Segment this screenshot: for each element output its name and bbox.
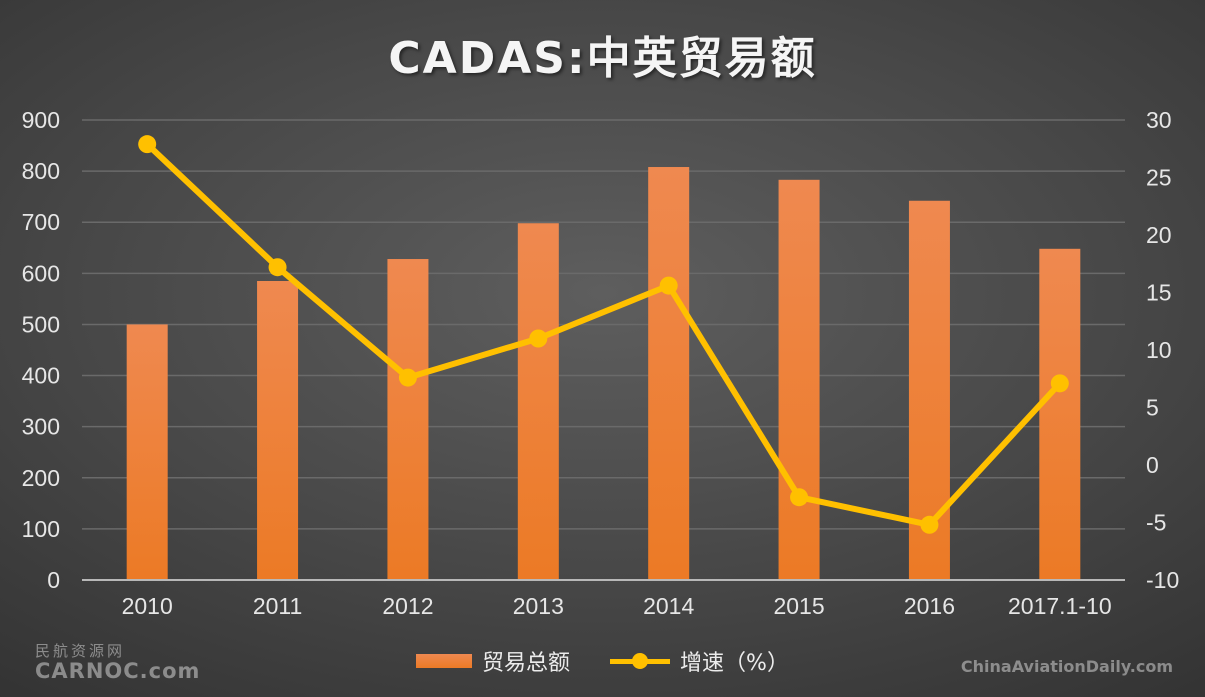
y-left-tick-label: 300 <box>22 414 60 440</box>
x-tick-label: 2010 <box>122 593 173 619</box>
x-tick-label: 2016 <box>904 593 955 619</box>
legend-bar-label: 贸易总额 <box>482 651 571 676</box>
y-left-tick-label: 500 <box>22 311 60 337</box>
y-right-tick-label: 0 <box>1146 452 1159 478</box>
y-right-tick-label: 20 <box>1146 222 1172 248</box>
y-left-tick-label: 100 <box>22 516 60 542</box>
bar <box>387 259 429 580</box>
line-point <box>659 276 678 295</box>
line-point <box>138 135 157 154</box>
x-tick-label: 2011 <box>253 593 302 619</box>
y-right-tick-label: -10 <box>1146 567 1179 593</box>
x-tick-label: 2012 <box>382 593 433 619</box>
bar <box>517 223 559 580</box>
y-right-tick-label: -5 <box>1146 510 1166 536</box>
bar-series <box>126 167 1081 581</box>
y-left-tick-label: 400 <box>22 363 60 389</box>
line-point <box>920 515 939 534</box>
x-tick-label: 2017.1-10 <box>1008 593 1112 619</box>
bar <box>126 324 168 580</box>
legend-bar-swatch <box>416 654 473 668</box>
line-point <box>1050 374 1069 393</box>
y-left-tick-label: 600 <box>22 260 60 286</box>
line-point <box>790 488 809 507</box>
line-point <box>398 368 417 387</box>
carnoc-watermark: 民航资源网 CARNOC.com <box>35 640 200 683</box>
legend-line-label: 增速（%） <box>680 651 789 676</box>
chinaaviationdaily-watermark: ChinaAviationDaily.com <box>960 657 1173 676</box>
y-right-tick-label: 15 <box>1146 280 1172 306</box>
y-right-tick-label: 10 <box>1146 337 1172 363</box>
y-right-tick-label: 5 <box>1146 395 1159 421</box>
carnoc-watermark-cn: 民航资源网 <box>35 642 126 660</box>
legend-item-line: 增速（%） <box>610 645 789 677</box>
y-right-tick-label: 25 <box>1146 165 1172 191</box>
legend: 贸易总额 增速（%） <box>0 645 1205 677</box>
legend-line-swatch <box>610 651 671 671</box>
gridlines <box>82 119 1125 530</box>
growth-line <box>144 141 1063 528</box>
y-right-tick-label: 30 <box>1146 107 1172 133</box>
bar <box>1039 248 1081 581</box>
y-left-tick-label: 900 <box>22 107 60 133</box>
line-point <box>529 329 548 348</box>
y-left-tick-label: 700 <box>22 209 60 235</box>
bar <box>778 179 820 581</box>
y-left-tick-label: 200 <box>22 465 60 491</box>
chart-title: CADAS:中英贸易额 <box>388 33 817 84</box>
line-point <box>268 258 287 277</box>
x-tick-label: 2014 <box>643 593 694 619</box>
axes: 0 100 200 300 400 500 600 700 800 900 -10 -5 0 5 10 15 2… <box>22 107 1180 619</box>
x-tick-label: 2013 <box>513 593 564 619</box>
y-left-tick-label: 800 <box>22 158 60 184</box>
carnoc-watermark-en: CARNOC.com <box>35 659 201 683</box>
line-series <box>138 135 1069 534</box>
legend-item-bar: 贸易总额 <box>416 645 570 677</box>
x-tick-label: 2015 <box>773 593 824 619</box>
y-left-tick-label: 0 <box>47 567 60 593</box>
bar <box>257 281 299 580</box>
bar <box>648 167 690 580</box>
